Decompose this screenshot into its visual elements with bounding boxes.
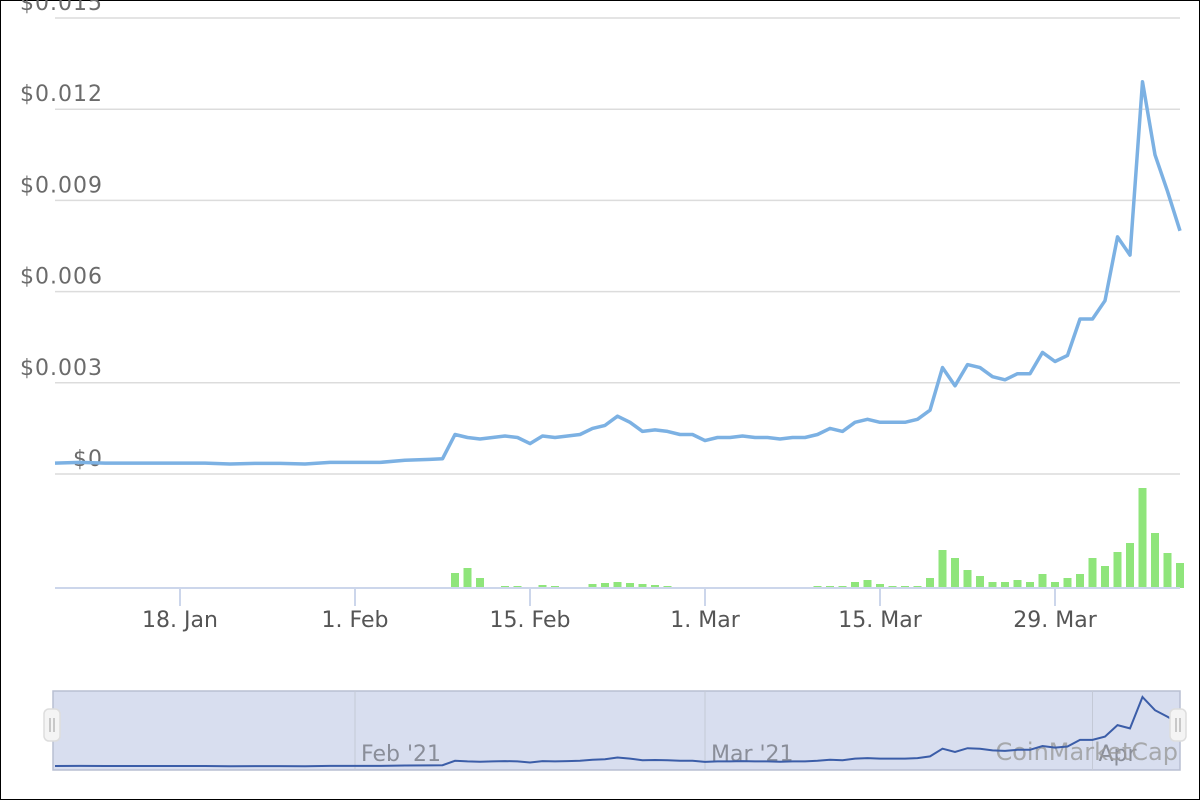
volume-bar <box>1013 580 1022 588</box>
x-tick-label: 1. Mar <box>670 608 740 633</box>
x-tick-label: 18. Jan <box>142 608 218 633</box>
volume-bar <box>951 558 959 588</box>
volume-bar <box>963 570 972 588</box>
volume-bar <box>1176 563 1184 588</box>
y-tick-label: $0.012 <box>20 82 103 107</box>
volume-bar <box>863 580 872 588</box>
volume-bar <box>1101 566 1109 588</box>
volume-bar <box>1138 488 1147 588</box>
x-tick-label: 29. Mar <box>1013 608 1097 633</box>
volume-bar <box>651 585 659 588</box>
y-tick-label: $0.003 <box>20 356 103 381</box>
volume-bar <box>1063 578 1072 588</box>
volume-bar <box>876 584 884 588</box>
volume-bar <box>451 573 459 588</box>
navigator-tick-label: Feb '21 <box>361 742 441 767</box>
volume-bar <box>1076 574 1084 588</box>
volume-bar <box>1051 582 1059 588</box>
x-tick-label: 15. Mar <box>838 608 922 633</box>
volume-bar <box>1113 552 1122 588</box>
y-tick-label: $0.015 <box>20 0 103 16</box>
x-tick-label: 15. Feb <box>490 608 571 633</box>
y-tick-label: $0 <box>73 447 103 472</box>
volume-bar <box>538 585 547 588</box>
volume-bar <box>1038 574 1047 588</box>
volume-bar <box>476 578 484 588</box>
volume-bar <box>1001 582 1009 588</box>
volume-bar <box>588 584 597 588</box>
volume-bar <box>1026 582 1034 588</box>
volume-bar <box>851 582 859 588</box>
price-line <box>54 80 1182 466</box>
volume-bar <box>1088 558 1097 588</box>
volume-bar <box>938 550 947 588</box>
volume-bar <box>613 582 622 588</box>
volume-bar <box>1163 553 1172 588</box>
x-tick-label: 1. Feb <box>322 608 389 633</box>
navigator-line <box>54 695 1181 768</box>
volume-bar <box>926 578 934 588</box>
navigator-handle[interactable] <box>43 708 61 742</box>
volume-bar <box>601 583 609 588</box>
volume-bar <box>1151 533 1159 588</box>
watermark: CoinMarketCap <box>995 738 1178 766</box>
volume-bar <box>1126 543 1134 588</box>
navigator-tick-label: Mar '21 <box>711 742 794 767</box>
volume-bar <box>626 583 634 588</box>
navigator-tick-label: Apr <box>1099 742 1138 767</box>
navigator-handle[interactable] <box>1169 708 1187 742</box>
volume-bar <box>976 576 984 588</box>
volume-bar <box>463 568 472 588</box>
volume-bar <box>988 582 997 588</box>
y-tick-label: $0.009 <box>20 173 103 198</box>
volume-bar <box>638 584 647 588</box>
y-tick-label: $0.006 <box>20 265 103 290</box>
